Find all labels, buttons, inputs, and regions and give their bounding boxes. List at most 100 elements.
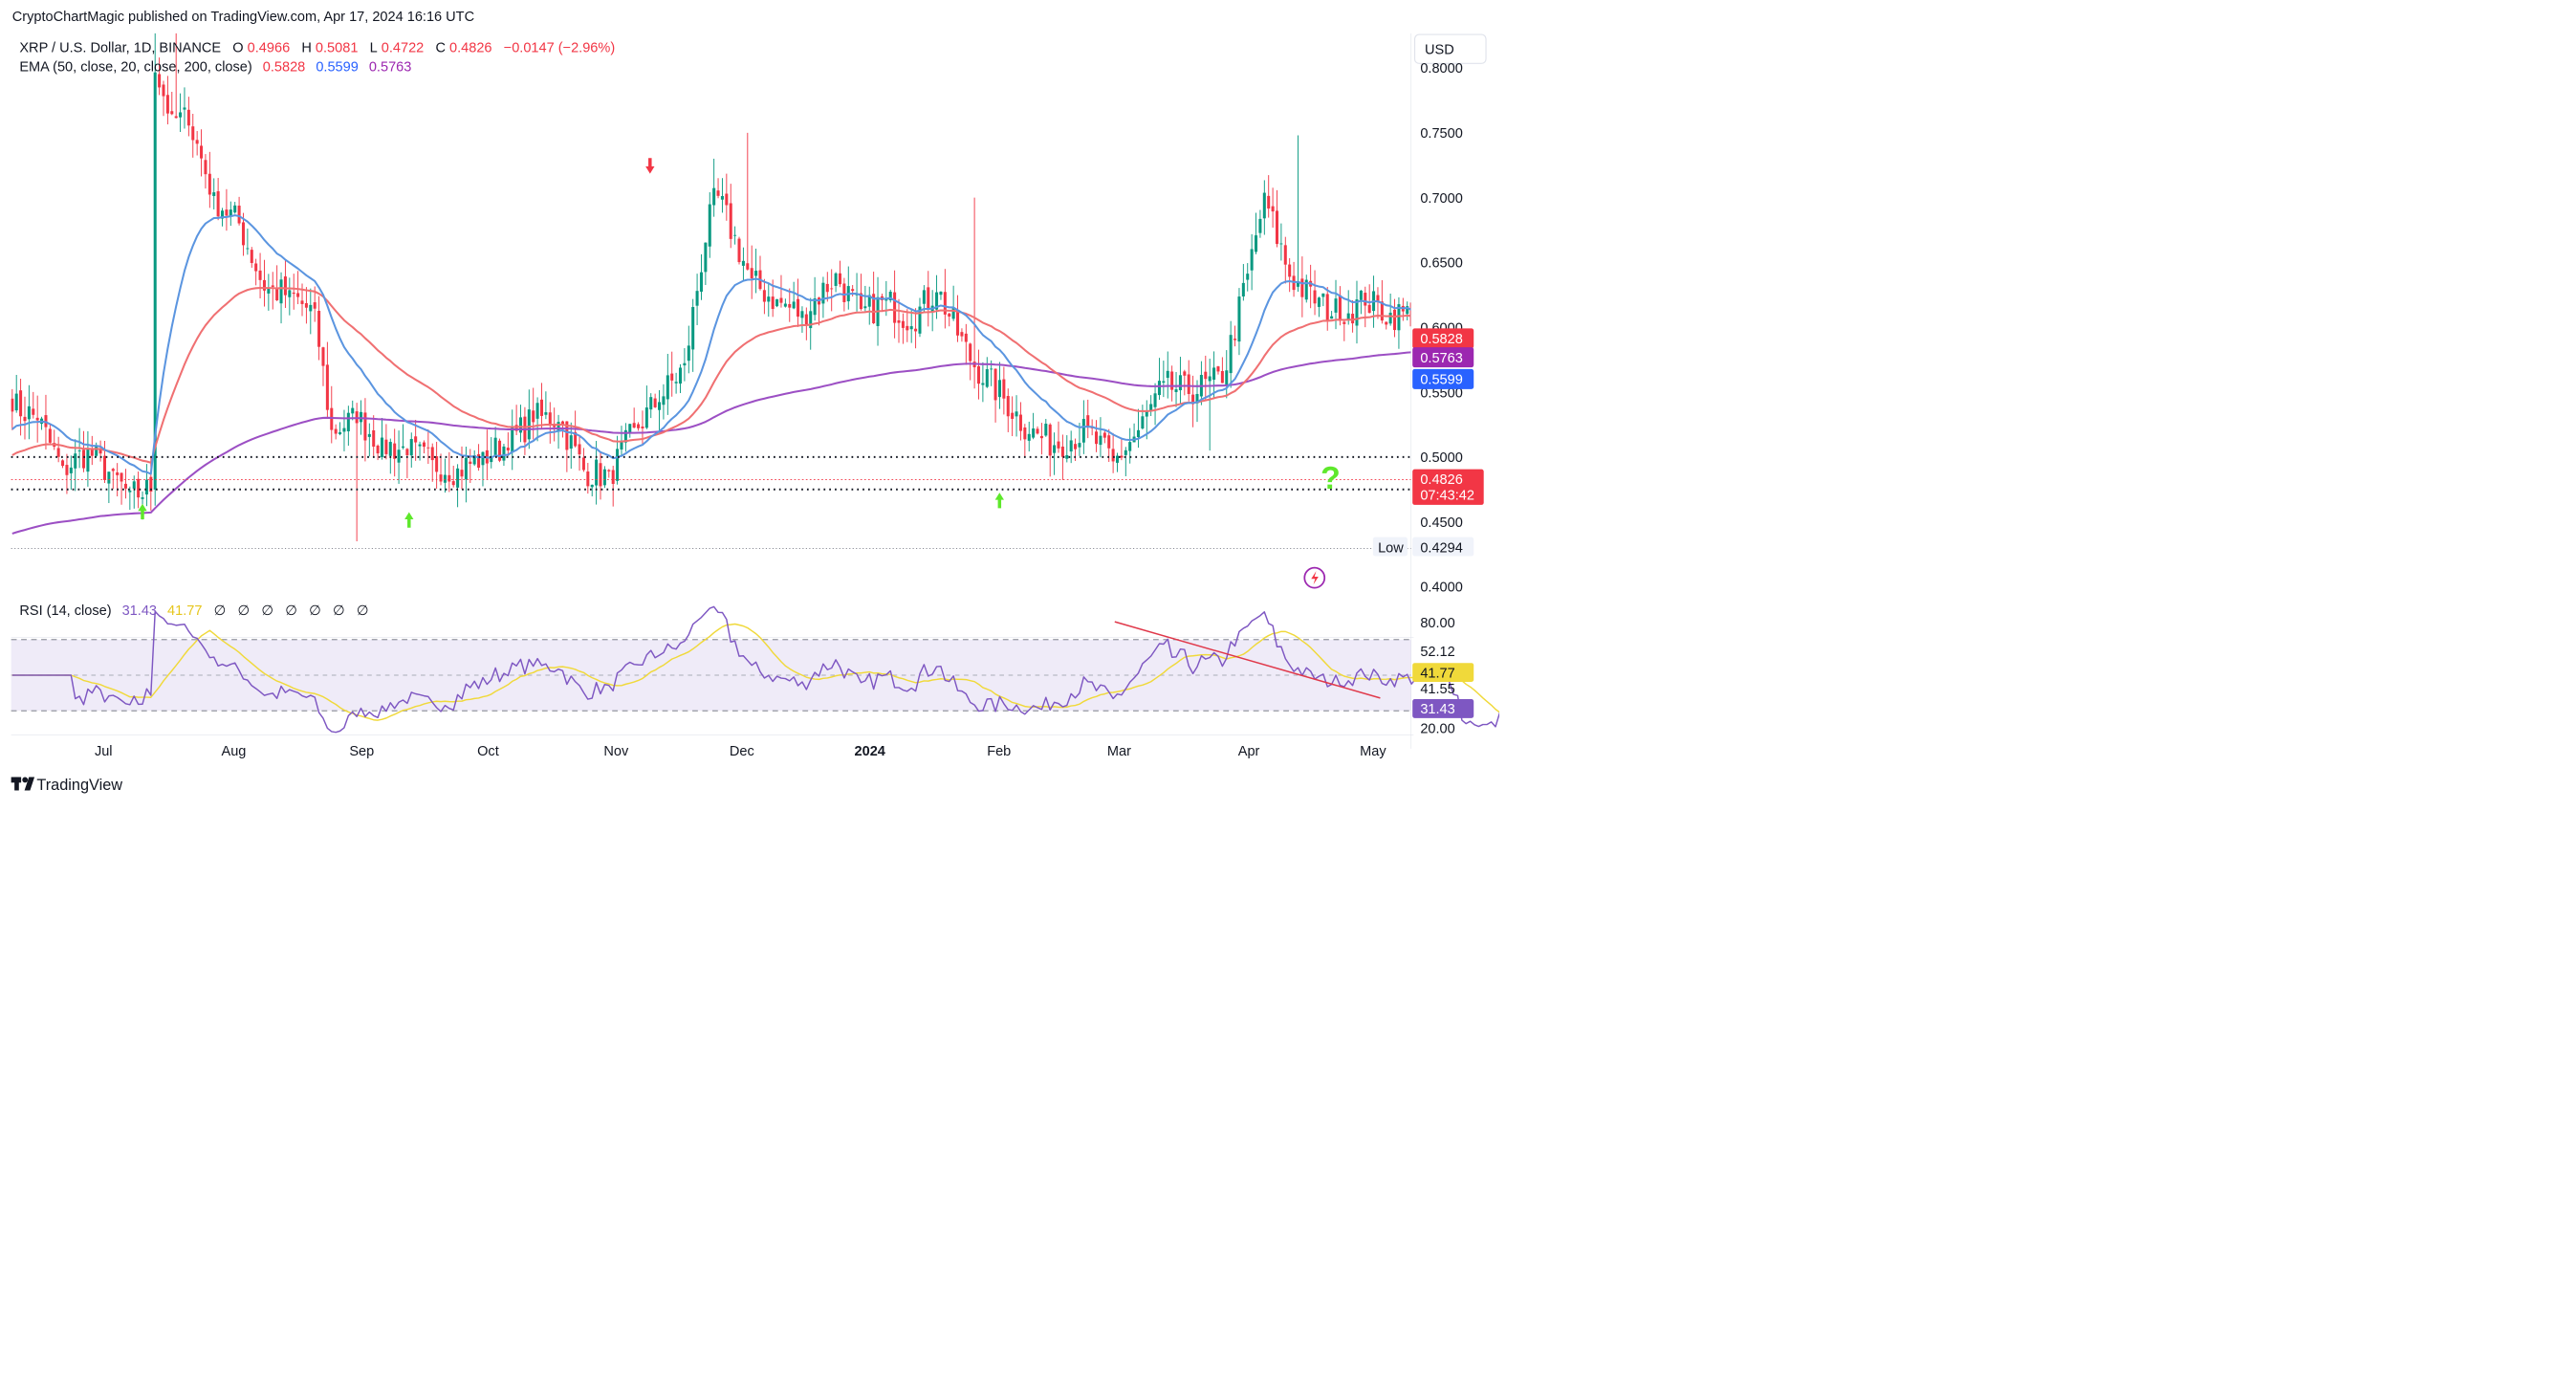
rsi-axis[interactable]: 80.00 52.12 41.55 20.00 41.77 31.43 (1412, 616, 1474, 737)
candle-body (1081, 419, 1085, 443)
candle-body (1141, 416, 1145, 429)
candle-body (1120, 455, 1124, 458)
candle-body (595, 459, 599, 486)
na-4: ∅ (309, 603, 321, 619)
candle-body (649, 397, 653, 410)
lightning-bolt (1311, 571, 1319, 585)
candle-body (367, 433, 371, 437)
na-6: ∅ (357, 603, 369, 619)
price-tick-label: 0.4500 (1420, 515, 1463, 531)
candle-body (725, 193, 729, 206)
rsi-tick-20: 20.00 (1420, 722, 1454, 737)
candle-body (153, 72, 157, 490)
na-3: ∅ (285, 603, 297, 619)
candle-body (1157, 381, 1161, 396)
candle-body (279, 279, 283, 304)
candle-body (922, 290, 926, 304)
event-lightning-icon[interactable] (1303, 566, 1326, 589)
candle-body (165, 95, 169, 114)
candle-body (388, 442, 392, 456)
ema20-tag-text: 0.5599 (1420, 373, 1463, 388)
candle-body (116, 471, 120, 475)
candle-body (1216, 366, 1220, 372)
candle-body (241, 222, 246, 246)
candle-body (1351, 314, 1355, 324)
candle-body (1023, 427, 1027, 440)
candle-body (258, 270, 262, 280)
rsi-tick-52: 52.12 (1420, 645, 1454, 660)
candle-body (472, 455, 476, 465)
svg-text:RSI (14, close) 31.43: RSI (14, close) 31.43 41.77 ∅ ∅ ∅ ∅ ∅ ∅ … (19, 603, 368, 619)
candle-body (426, 447, 430, 449)
change-value: −0.0147 (−2.96%) (504, 41, 615, 56)
candle-body (616, 449, 620, 481)
candle-body (821, 282, 825, 304)
rsi-trendline (1114, 621, 1381, 699)
candle-body (762, 290, 766, 302)
candle-body (1095, 431, 1099, 445)
candle-body (506, 448, 510, 451)
candle-body (1380, 301, 1384, 321)
candle-body (32, 408, 35, 415)
price-axis[interactable]: 0.40000.45000.50000.55000.60000.65000.70… (1420, 61, 1463, 595)
candle-body (309, 304, 313, 312)
candle-body (107, 471, 111, 484)
time-label-mar: Mar (1107, 744, 1131, 759)
candle-body (628, 424, 632, 433)
candle-body (397, 449, 401, 463)
candle-body (535, 403, 539, 419)
candle-body (271, 285, 274, 287)
candle-body (179, 112, 183, 118)
candle-body (779, 297, 783, 303)
candle-body (985, 369, 989, 387)
candle-body (927, 287, 930, 310)
candle-body (1166, 370, 1169, 379)
candle-body (1376, 295, 1380, 302)
candle-body (498, 440, 502, 461)
low-value: 0.4722 (382, 41, 425, 56)
candle-body (435, 456, 439, 472)
candle-body (451, 481, 455, 486)
rsi-legend: RSI (14, close) 31.43 41.77 ∅ ∅ ∅ ∅ ∅ ∅ … (19, 603, 368, 619)
candle-body (976, 365, 981, 384)
price-tick-label: 0.7500 (1420, 126, 1463, 142)
down-arrow-icon (645, 158, 655, 174)
chart-canvas: ? CryptoChartMagic published on TradingV… (0, 0, 1499, 804)
published-line: CryptoChartMagic published on TradingVie… (12, 10, 474, 25)
candle-body (1074, 444, 1078, 449)
rsi-tag: 31.43 (1420, 702, 1454, 717)
candle-body (469, 461, 472, 464)
time-label-may: May (1360, 744, 1386, 759)
candle-body (863, 306, 867, 309)
candle-body (61, 460, 65, 467)
close-value: 0.4826 (449, 41, 491, 56)
candle-body (1225, 370, 1229, 386)
candle-body (1296, 281, 1299, 287)
candle-body (1032, 428, 1036, 438)
candle-body (569, 435, 573, 449)
time-axis[interactable]: Jul Aug Sep Oct Nov Dec 2024 Feb Mar Apr May (95, 744, 1386, 759)
candle-body (1027, 433, 1031, 441)
candle-body (1136, 429, 1140, 438)
candle-body (699, 272, 703, 292)
up-arrow-icon (994, 493, 1004, 509)
candle-body (712, 187, 716, 206)
candle-body (490, 456, 493, 463)
candle-body (1128, 442, 1132, 451)
candle-body (1195, 393, 1199, 404)
candle-body (1018, 414, 1022, 431)
currency-button[interactable]: USD (1413, 33, 1487, 64)
candle-body (867, 295, 871, 307)
price-tick-label: 0.5500 (1420, 385, 1463, 401)
candle-body (951, 308, 955, 319)
candle-body (775, 298, 779, 307)
ema200-tag-text: 0.5763 (1420, 351, 1463, 366)
candle-body (1111, 449, 1115, 462)
candle-body (296, 293, 300, 297)
candle-body (14, 393, 18, 411)
candle-body (360, 411, 363, 423)
candle-body (1099, 435, 1102, 446)
rsi-line (11, 605, 1499, 734)
candle-body (1409, 302, 1411, 327)
rsi-ma-line (11, 623, 1499, 721)
